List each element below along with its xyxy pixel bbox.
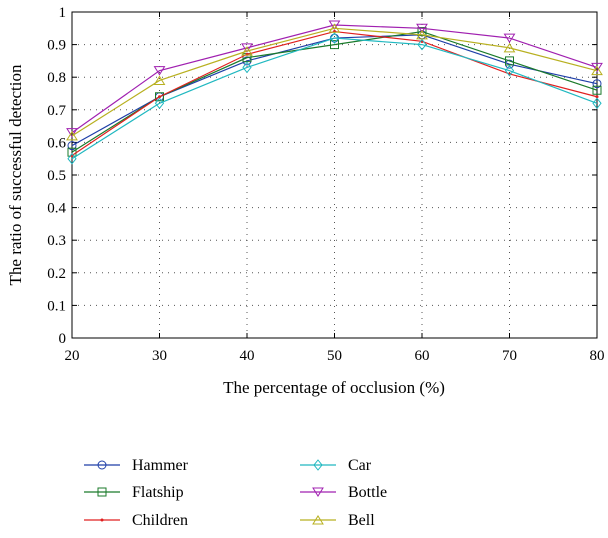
- data-point-marker: [242, 61, 252, 74]
- x-tick-label: 20: [65, 348, 80, 364]
- data-point-marker: [97, 487, 107, 497]
- x-tick-label: 60: [415, 348, 430, 364]
- data-point-marker: [417, 38, 427, 51]
- legend-label: Flatship: [132, 484, 184, 501]
- x-tick-label: 50: [327, 348, 342, 364]
- data-point-marker: [313, 459, 323, 471]
- data-point-marker: [100, 518, 104, 522]
- data-point-marker: [66, 130, 78, 141]
- data-point-marker: [417, 27, 427, 37]
- y-tick-label: 0.8: [47, 70, 66, 86]
- data-point-marker: [416, 23, 428, 34]
- x-tick-label: 70: [502, 348, 517, 364]
- legend-item: Car: [300, 457, 372, 474]
- data-point-marker: [155, 92, 164, 102]
- x-axis-label: The percentage of occlusion (%): [223, 378, 445, 397]
- data-point-marker: [66, 128, 78, 138]
- data-point-marker: [328, 23, 341, 33]
- series-flatship: [67, 27, 602, 157]
- data-point-marker: [595, 95, 599, 99]
- legend-item: Children: [84, 512, 188, 529]
- data-point-marker: [504, 64, 515, 77]
- data-point-marker: [592, 85, 602, 95]
- data-point-marker: [592, 79, 602, 89]
- y-axis-label: The ratio of successful detection: [6, 64, 25, 285]
- y-tick-label: 0.9: [47, 38, 66, 54]
- legend-item: Bell: [300, 512, 375, 529]
- x-tick-label: 30: [152, 348, 167, 364]
- data-point-marker: [312, 487, 324, 497]
- legend-item: Flatship: [84, 484, 184, 501]
- legend-item: Bottle: [300, 484, 387, 501]
- data-point-marker: [153, 66, 166, 76]
- grid-lines: [72, 12, 597, 338]
- data-point-marker: [591, 62, 603, 73]
- series-line: [71, 27, 598, 137]
- data-point-marker: [592, 97, 602, 110]
- y-tick-label: 0.7: [47, 103, 66, 119]
- data-point-marker: [67, 152, 77, 165]
- data-point-marker: [503, 42, 516, 53]
- data-point-marker: [312, 515, 324, 525]
- legend-label: Children: [132, 512, 188, 529]
- legend-label: Car: [348, 457, 372, 474]
- y-tick-label: 1: [59, 5, 67, 21]
- y-tick-label: 0.1: [47, 298, 66, 314]
- data-point-marker: [153, 75, 166, 85]
- data-point-marker: [329, 32, 340, 44]
- x-tick-label: 40: [240, 348, 255, 364]
- y-tick-label: 0.2: [47, 266, 66, 282]
- data-point-marker: [241, 43, 253, 53]
- legend-item: Hammer: [84, 457, 189, 474]
- data-point-marker: [241, 46, 253, 56]
- series-group: [66, 20, 603, 165]
- y-tick-label: 0.5: [47, 168, 66, 184]
- legend: Hammer Flatship Children Car Bottle Bell: [84, 457, 387, 529]
- legend-label: Bottle: [348, 484, 387, 501]
- y-tick-label: 0.6: [47, 135, 66, 151]
- x-tick-label: 80: [590, 348, 605, 364]
- data-point-marker: [158, 95, 161, 99]
- data-point-marker: [97, 460, 107, 470]
- data-point-marker: [591, 65, 603, 76]
- series-children: [70, 30, 599, 157]
- data-point-marker: [67, 141, 77, 151]
- data-point-marker: [154, 97, 165, 110]
- axis-ticks: 0 0.1 0.2 0.3 0.4 0.5 0.6 0.7 0.8 0.9 1 20 30 40 50 60 7…: [47, 5, 604, 364]
- series-bell: [66, 23, 603, 141]
- legend-label: Hammer: [132, 457, 189, 474]
- data-point-marker: [416, 29, 428, 40]
- data-point-marker: [328, 20, 341, 30]
- y-tick-label: 0.3: [47, 233, 66, 249]
- legend-label: Bell: [348, 512, 375, 529]
- data-point-marker: [503, 33, 516, 44]
- data-point-marker: [330, 40, 339, 50]
- y-tick-label: 0: [59, 331, 67, 347]
- y-tick-label: 0.4: [47, 201, 66, 217]
- series-line: [71, 37, 598, 160]
- series-car: [67, 32, 602, 165]
